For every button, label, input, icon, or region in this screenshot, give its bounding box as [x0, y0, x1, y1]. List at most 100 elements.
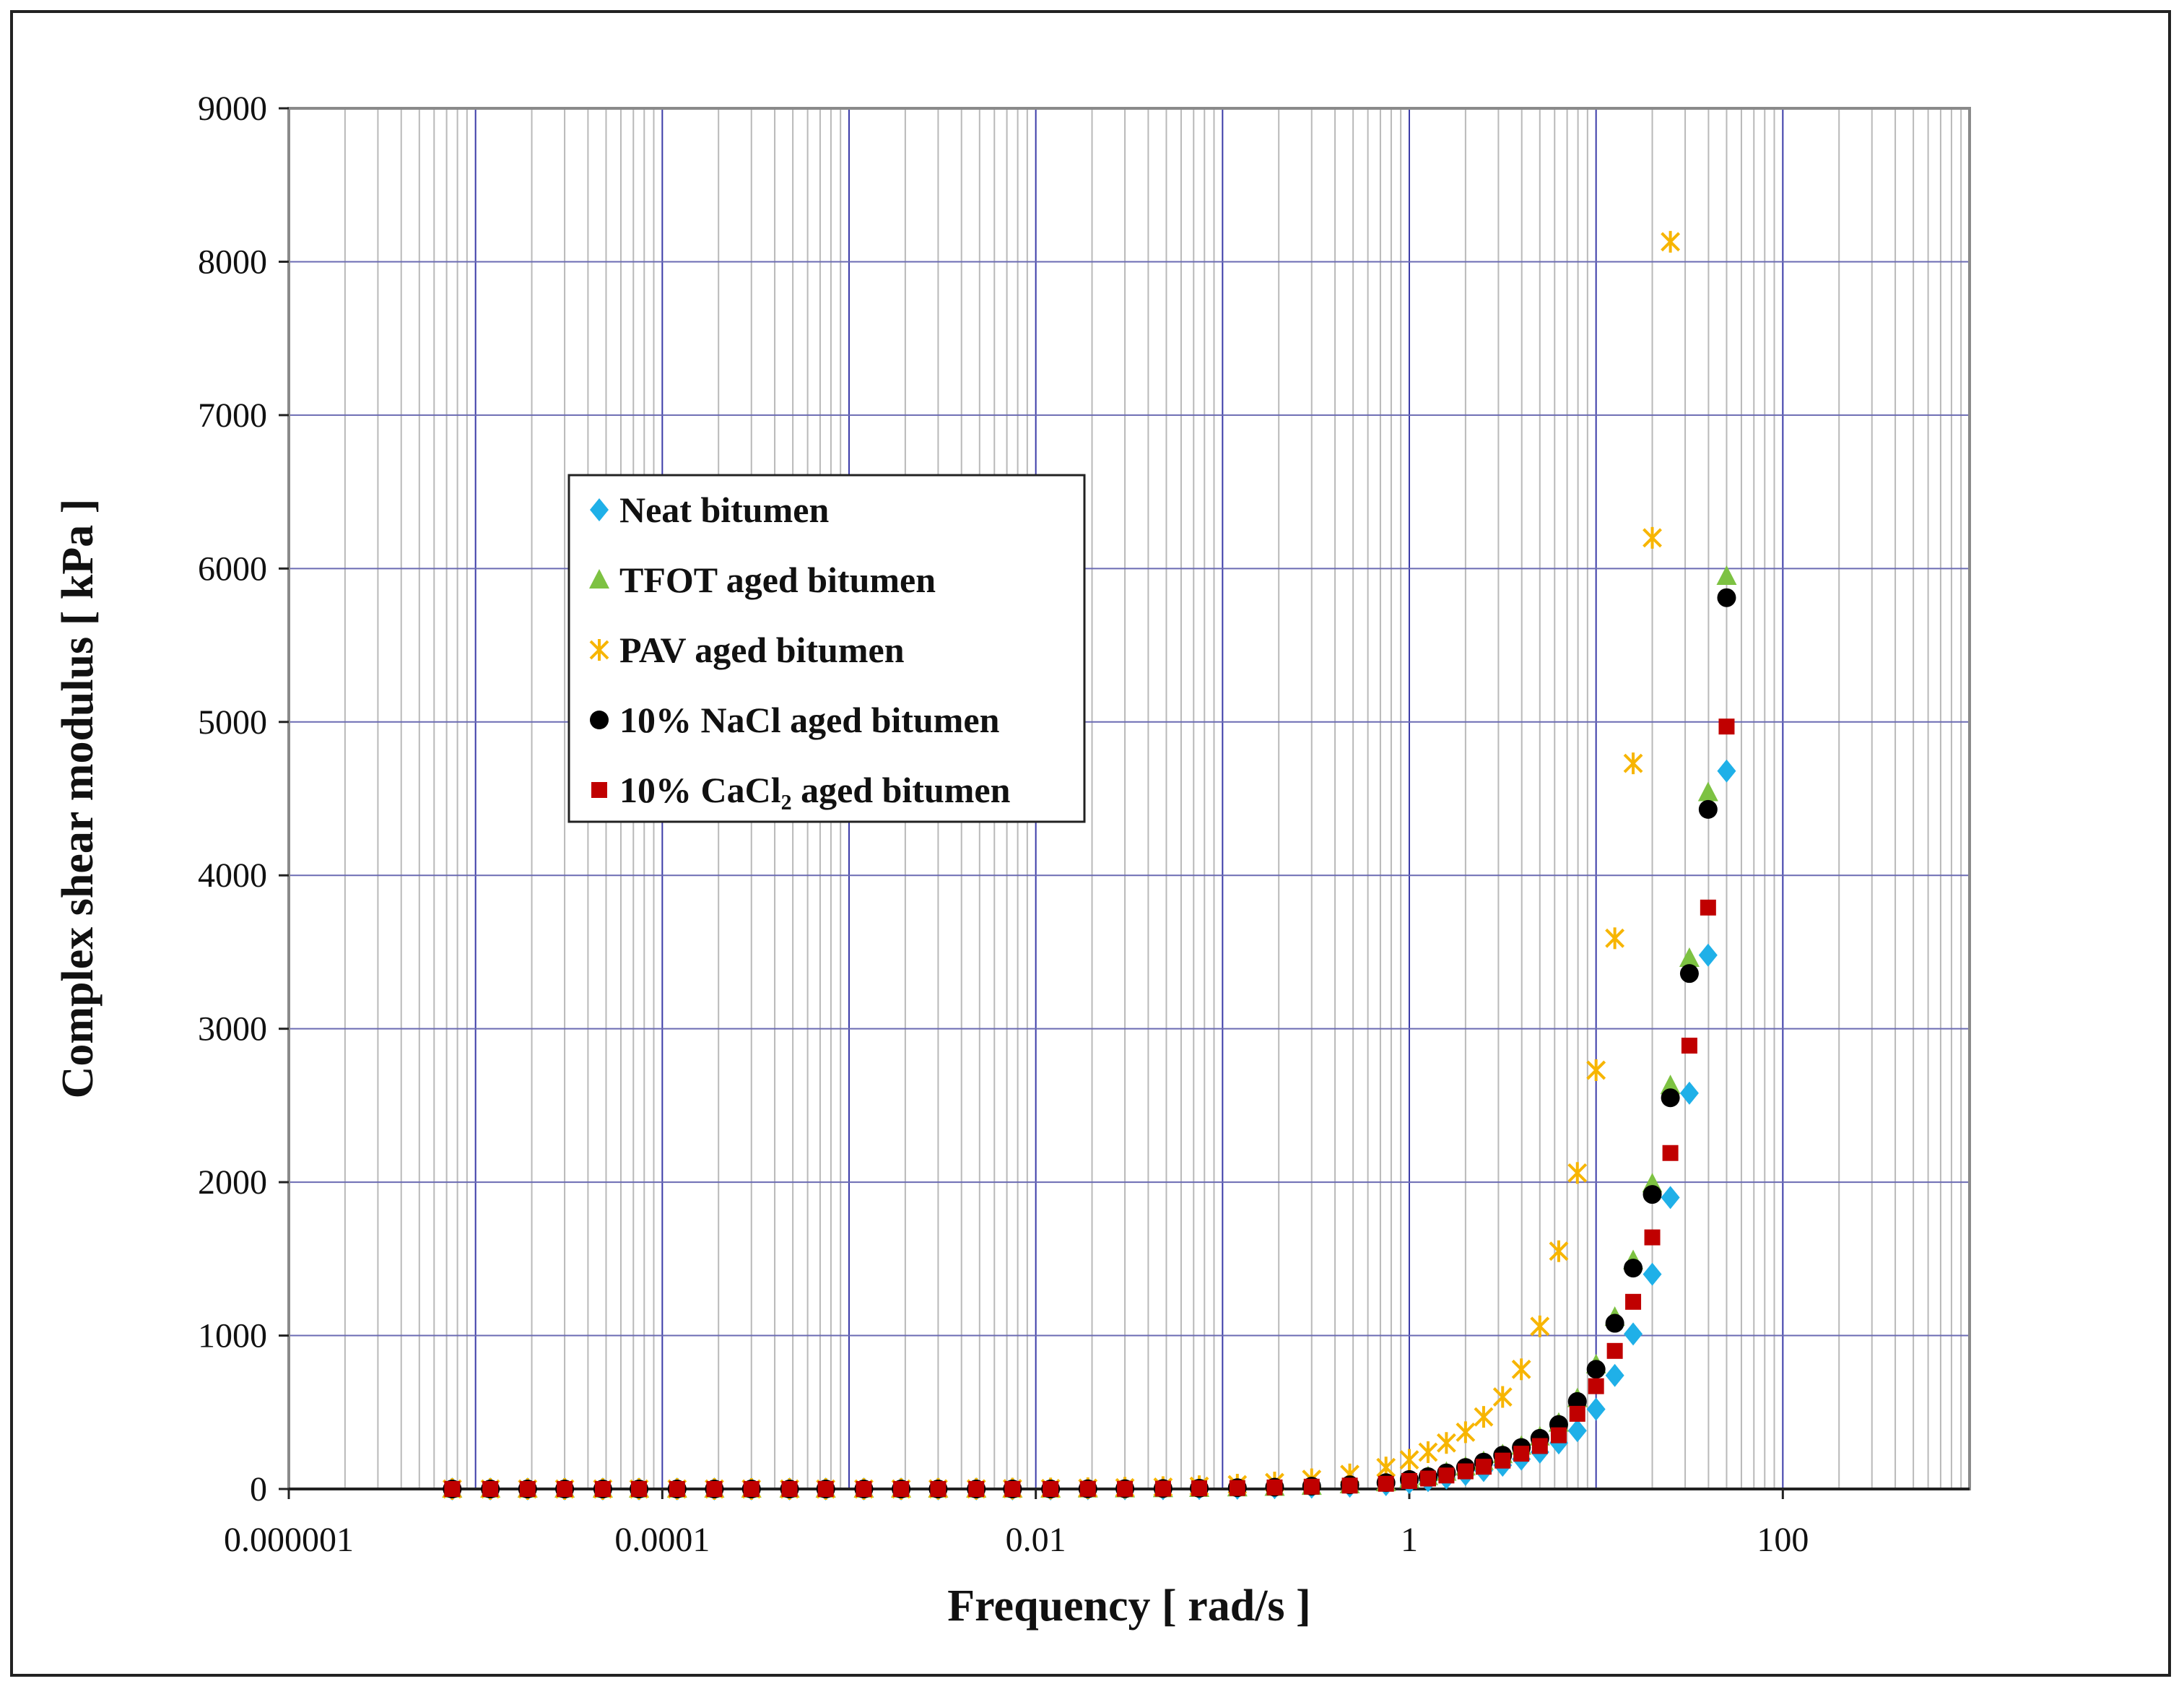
data-point [669, 1481, 685, 1497]
data-point [1549, 1240, 1569, 1262]
y-tick-label: 1000 [198, 1317, 267, 1355]
legend: Neat bitumen TFOT aged bitumen PAV aged bi… [567, 474, 1086, 823]
y-axis-ticks: 0 1000 2000 3000 4000 5000 6000 7000 8000 9000 [198, 90, 289, 1508]
major-grid [289, 108, 1970, 1489]
y-tick-label: 7000 [198, 396, 267, 435]
data-point [743, 1481, 760, 1497]
data-point [1606, 1342, 1623, 1359]
data-point [1605, 927, 1625, 950]
data-point [706, 1481, 723, 1497]
data-point [1043, 1481, 1059, 1497]
data-point [1513, 1446, 1530, 1462]
data-point [1662, 1145, 1679, 1161]
data-point [1586, 1360, 1606, 1379]
data-point [1698, 799, 1718, 819]
data-point [1625, 1293, 1642, 1310]
y-tick-label: 3000 [198, 1010, 267, 1048]
chart-svg: 0 1000 2000 3000 4000 5000 6000 7000 8000 9000 0.… [53, 90, 1971, 1631]
data-point [557, 1481, 573, 1497]
data-point [1605, 1314, 1624, 1333]
data-point [1588, 1378, 1604, 1394]
y-tick-label: 9000 [198, 90, 267, 128]
data-point [1679, 947, 1700, 967]
y-axis-title: Complex shear modulus [ kPa ] [53, 499, 103, 1099]
data-point [1605, 1363, 1624, 1387]
data-point [781, 1481, 798, 1497]
data-point [1191, 1480, 1208, 1497]
data-point [444, 1481, 461, 1497]
y-tick-label: 0 [250, 1470, 267, 1508]
data-point [1511, 1358, 1531, 1381]
data-point [1266, 1479, 1283, 1495]
data-point [968, 1481, 985, 1497]
data-point [1643, 526, 1662, 549]
legend-marker [589, 569, 609, 589]
chart-frame: 0 1000 2000 3000 4000 5000 6000 7000 8000 9000 0.… [10, 10, 2171, 1677]
data-point [1661, 1186, 1680, 1210]
data-point [1661, 1088, 1680, 1108]
x-tick-label: 100 [1757, 1521, 1809, 1559]
y-tick-label: 5000 [198, 703, 267, 742]
data-point [1644, 1229, 1661, 1246]
data-point [893, 1481, 910, 1497]
y-tick-label: 4000 [198, 856, 267, 895]
data-point [1117, 1480, 1134, 1497]
data-point [1154, 1480, 1171, 1497]
data-point [1643, 1262, 1662, 1286]
data-point [1341, 1477, 1358, 1494]
data-point [1586, 1397, 1606, 1421]
series-4 [444, 718, 1735, 1497]
data-point [1457, 1463, 1474, 1480]
series-layer [442, 230, 1737, 1501]
data-point [1567, 1162, 1588, 1184]
data-point [1661, 230, 1681, 253]
y-tick-label: 8000 [198, 243, 267, 281]
x-axis-title: Frequency [ rad/s ] [947, 1581, 1310, 1631]
data-point [1418, 1441, 1438, 1464]
data-point [1697, 781, 1718, 802]
data-point [1716, 565, 1737, 585]
legend-label: 10% NaCl aged bitumen [619, 700, 1000, 740]
series-2 [442, 230, 1681, 1500]
data-point [1530, 1315, 1550, 1337]
y-tick-label: 2000 [198, 1163, 267, 1202]
data-point [1401, 1472, 1417, 1489]
data-point [631, 1481, 648, 1497]
data-point [1495, 1452, 1511, 1469]
data-point [482, 1481, 499, 1497]
legend-marker [590, 498, 609, 521]
legend-box [567, 474, 1086, 823]
data-point [594, 1481, 611, 1497]
data-point [1492, 1386, 1513, 1408]
data-point [1303, 1478, 1320, 1495]
data-point [1623, 752, 1643, 775]
data-point [856, 1481, 872, 1497]
data-point [1474, 1406, 1494, 1428]
data-point [519, 1481, 536, 1497]
data-point [817, 1481, 834, 1497]
data-point [1660, 1074, 1681, 1095]
data-point [1399, 1449, 1419, 1471]
data-point [1567, 1419, 1587, 1443]
legend-marker [589, 639, 609, 661]
legend-marker [591, 782, 607, 798]
data-point [1624, 1259, 1643, 1278]
data-point [1436, 1432, 1456, 1454]
legend-marker [590, 711, 609, 729]
data-point [1717, 759, 1736, 783]
data-point [1531, 1438, 1548, 1454]
data-point [1643, 1185, 1662, 1204]
x-tick-label: 0.0001 [614, 1521, 710, 1559]
data-point [1079, 1480, 1096, 1497]
data-point [1624, 1322, 1643, 1346]
data-point [1700, 899, 1716, 916]
data-point [930, 1481, 947, 1497]
data-point [1419, 1470, 1436, 1487]
data-point [1698, 943, 1718, 967]
x-axis-ticks: 0.000001 0.0001 0.01 1 100 [224, 1489, 1809, 1559]
data-point [1456, 1421, 1476, 1443]
legend-label: 10% CaCl₂ aged bitumen [619, 770, 1011, 810]
x-tick-label: 0.01 [1006, 1521, 1066, 1559]
legend-label: TFOT aged bitumen [619, 560, 936, 600]
data-point [1569, 1405, 1585, 1422]
